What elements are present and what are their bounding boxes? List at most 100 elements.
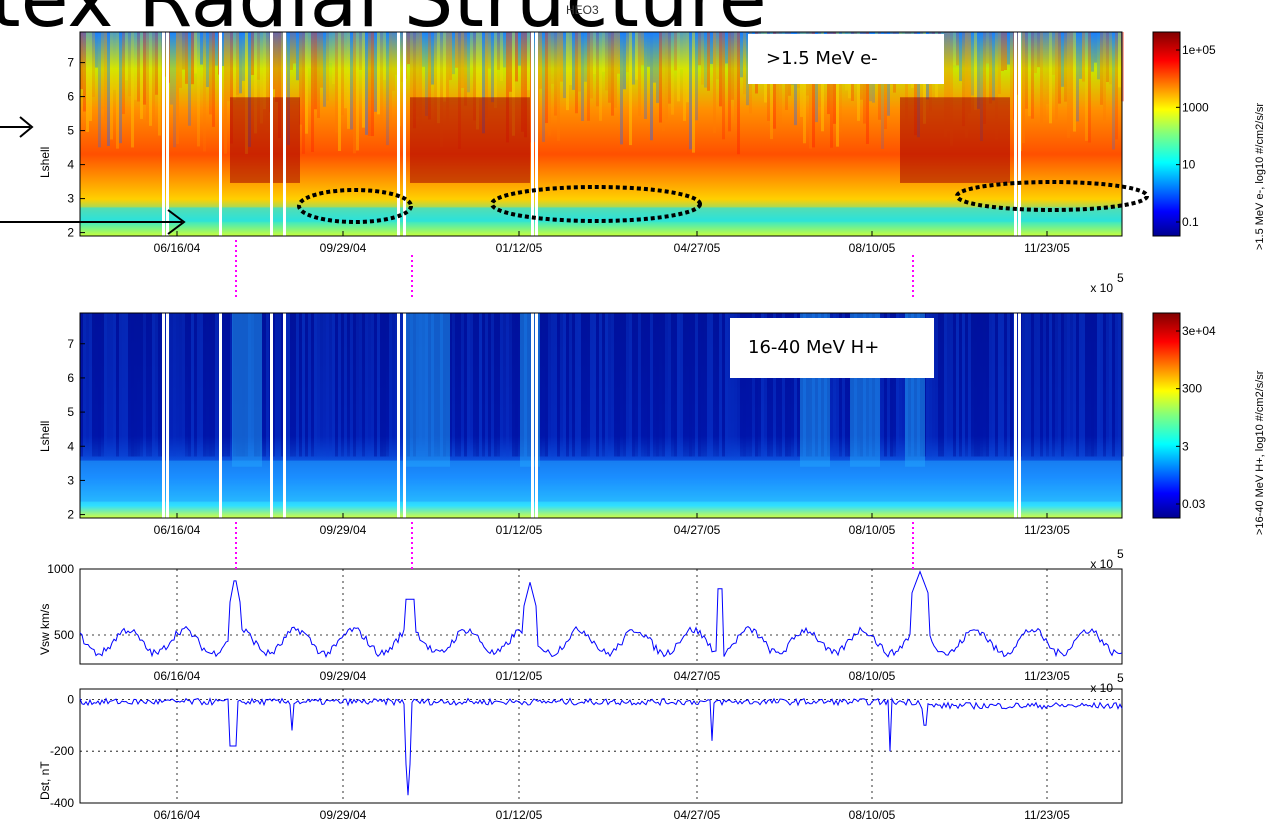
heatmap-streak (1073, 313, 1076, 457)
heatmap-streak (545, 32, 548, 124)
heatmap-streak (590, 32, 593, 99)
heatmap-streak (1082, 32, 1085, 82)
heatmap-streak (137, 32, 140, 102)
heatmap-streak (131, 32, 134, 148)
proton-colorbar-label: >16-40 MeV H+, log10 #/cm2/s/sr (1254, 370, 1266, 535)
heatmap-streak (467, 32, 470, 93)
heatmap-streak (737, 32, 740, 155)
heatmap-streak (1016, 313, 1019, 457)
heatmap-streak (674, 32, 677, 71)
heatmap-streak (557, 32, 560, 141)
heatmap-streak (977, 313, 980, 457)
heatmap-streak (491, 32, 494, 103)
heatmap-streak (296, 313, 299, 457)
electron-energy-label: >1.5 MeV e- (748, 34, 944, 84)
heatmap-streak (578, 32, 581, 92)
heatmap-streak (1040, 32, 1043, 123)
colorbar (1152, 312, 1181, 519)
heatmap-storm-region (410, 97, 530, 183)
heatmap-streak (371, 313, 374, 457)
heatmap-streak (476, 32, 479, 130)
heatmap-streak (149, 32, 152, 126)
heatmap-streak (680, 32, 683, 70)
heatmap-streak (971, 313, 974, 457)
heatmap-streak (146, 313, 149, 457)
heatmap-streak (566, 313, 569, 457)
heatmap-streak (1001, 313, 1004, 457)
heatmap-streak (1004, 32, 1007, 71)
heatmap-streak (983, 32, 986, 124)
heatmap-streak (866, 32, 869, 144)
heatmap-streak (107, 32, 110, 146)
heatmap-streak (290, 32, 293, 70)
heatmap-streak (854, 313, 857, 457)
heatmap-streak (896, 313, 899, 457)
heatmap-streak (437, 313, 440, 457)
data-gap (535, 313, 538, 518)
heatmap-streak (431, 32, 434, 85)
heatmap-streak (830, 32, 833, 148)
heatmap-streak (1007, 313, 1010, 457)
heatmap-streak (293, 32, 296, 64)
heatmap-streak (710, 32, 713, 64)
heatmap-streak (542, 32, 545, 142)
heatmap-streak (692, 32, 695, 153)
heatmap-streak (491, 313, 494, 457)
heatmap-streak (503, 32, 506, 68)
heatmap-streak (749, 313, 752, 457)
heatmap-streak (815, 313, 818, 457)
heatmap-streak (125, 32, 128, 81)
heatmap-streak (386, 32, 389, 146)
data-gap (270, 313, 273, 518)
data-gap (219, 313, 222, 518)
heatmap-streak (809, 32, 812, 149)
heatmap-streak (1088, 313, 1091, 457)
heatmap-streak (182, 32, 185, 70)
heatmap-streak (479, 313, 482, 457)
heatmap-streak (155, 32, 158, 95)
heatmap-streak (302, 313, 305, 457)
heatmap-streak (1070, 313, 1073, 457)
heatmap-streak (731, 313, 734, 457)
heatmap-streak (113, 313, 116, 457)
heatmap-streak (128, 32, 131, 97)
heatmap-streak (158, 32, 161, 136)
heatmap-streak (785, 313, 788, 457)
heatmap-streak (497, 313, 500, 457)
heatmap-streak (344, 32, 347, 109)
x-tick-label: 11/23/05 (1024, 241, 1070, 255)
heatmap-streak (173, 313, 176, 457)
heatmap-streak (1097, 313, 1100, 457)
heatmap-streak (164, 32, 167, 77)
x-tick-label: 11/23/05 (1024, 523, 1070, 537)
heatmap-streak (833, 313, 836, 457)
x-axis-exponent-power: 5 (1117, 547, 1124, 561)
heatmap-streak (740, 32, 743, 78)
heatmap-streak (857, 313, 860, 457)
heatmap-streak (1058, 32, 1061, 104)
x-tick-label: 09/29/04 (320, 241, 367, 255)
heatmap-streak (617, 313, 620, 457)
heatmap-streak (155, 313, 158, 457)
heatmap-streak (791, 313, 794, 457)
heatmap-streak (545, 313, 548, 457)
heatmap-streak (128, 313, 131, 457)
heatmap-streak (542, 313, 545, 457)
y-tick-label: -200 (50, 744, 74, 758)
heatmap-streak (1103, 32, 1106, 121)
heatmap-streak (197, 32, 200, 147)
colorbar (1152, 31, 1181, 237)
heatmap-streak (926, 313, 929, 457)
dotted-oval-highlight (955, 180, 1149, 212)
heatmap-streak (875, 313, 878, 457)
heatmap-streak (338, 313, 341, 457)
heatmap-streak (932, 313, 935, 457)
heatmap-streak (719, 313, 722, 457)
heatmap-streak (152, 313, 155, 457)
heatmap-streak (245, 32, 248, 154)
heatmap-streak (134, 313, 137, 457)
heatmap-streak (986, 32, 989, 64)
heatmap-streak (776, 313, 779, 457)
y-tick-label: 1000 (47, 562, 74, 576)
heatmap-streak (1103, 313, 1106, 457)
